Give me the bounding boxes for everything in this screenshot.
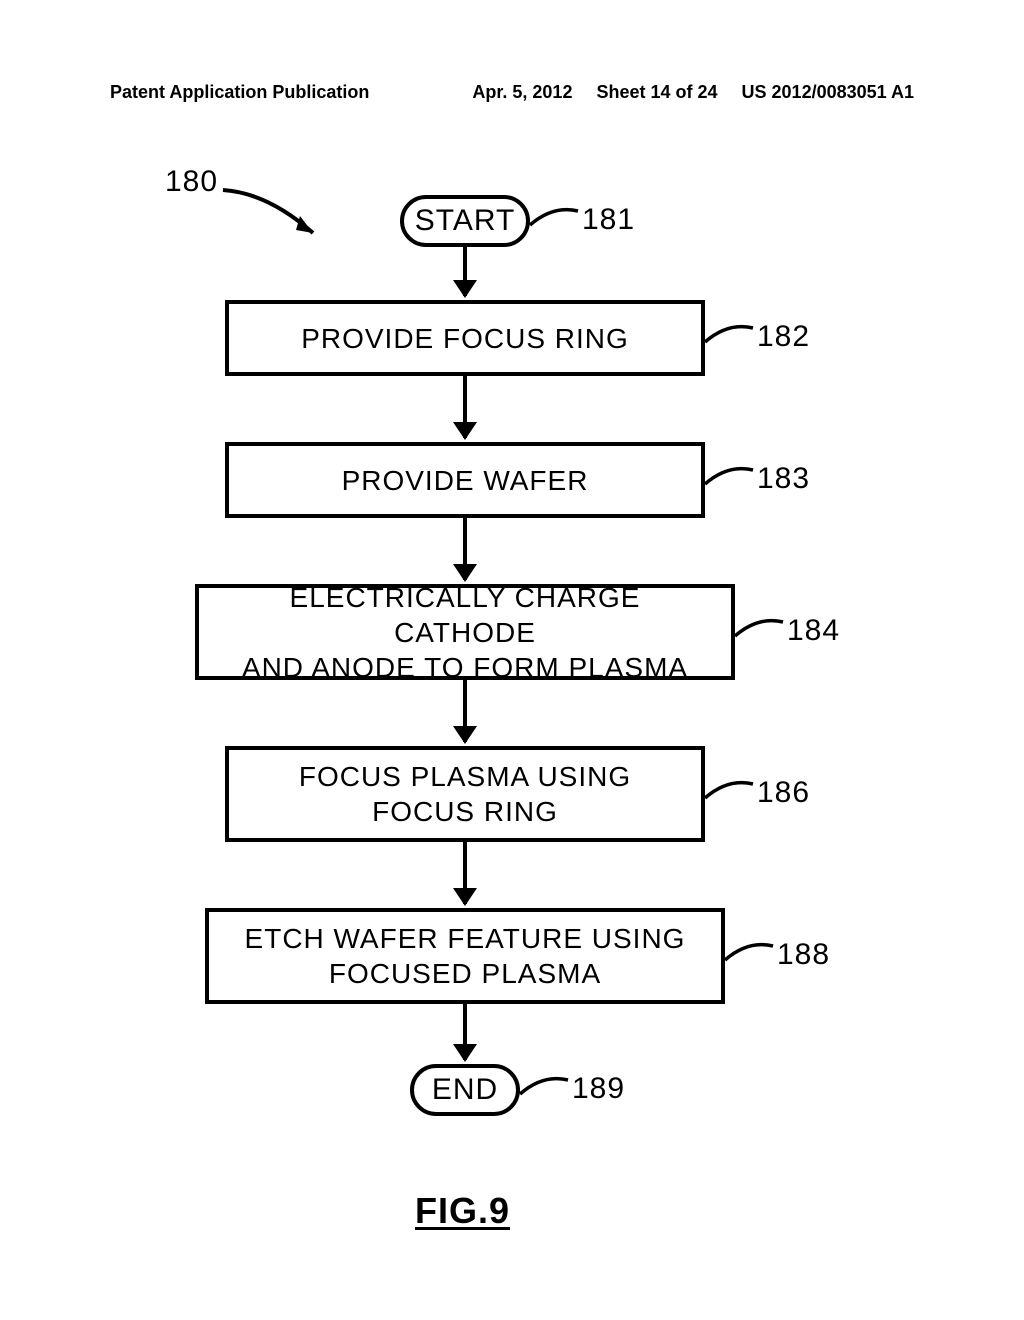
ref-label-189: 189: [572, 1072, 625, 1106]
ref-label-188: 188: [777, 938, 830, 972]
header-left: Patent Application Publication: [110, 82, 369, 103]
flowchart-node-n183: PROVIDE WAFER: [225, 442, 705, 518]
flow-arrow-2: [463, 518, 467, 580]
flowchart-node-n188: ETCH WAFER FEATURE USINGFOCUSED PLASMA: [205, 908, 725, 1004]
header-date: Apr. 5, 2012: [472, 82, 572, 103]
ref-label-182: 182: [757, 320, 810, 354]
ref-label-183: 183: [757, 462, 810, 496]
flow-arrow-1: [463, 376, 467, 438]
flowchart-node-start: START: [400, 195, 530, 247]
flowchart-container: 180 START 181 PROVIDE FOCUS RING 182 PROVIDE …: [130, 150, 890, 1150]
header-pubnum: US 2012/0083051 A1: [742, 82, 914, 103]
ref-connector-181: [528, 203, 584, 244]
flowchart-node-end: END: [410, 1064, 520, 1116]
flow-arrow-4: [463, 842, 467, 904]
flow-arrow-0: [463, 247, 467, 296]
ref-connector-189: [518, 1072, 574, 1113]
ref-connector-182: [703, 320, 759, 361]
flowchart-node-n186: FOCUS PLASMA USINGFOCUS RING: [225, 746, 705, 842]
main-ref-arrow: [218, 178, 348, 263]
ref-label-186: 186: [757, 776, 810, 810]
flowchart-node-n184: ELECTRICALLY CHARGE CATHODEAND ANODE TO …: [195, 584, 735, 680]
ref-connector-188: [723, 938, 779, 979]
ref-label-181: 181: [582, 203, 635, 237]
flow-arrow-3: [463, 680, 467, 742]
flowchart-node-n182: PROVIDE FOCUS RING: [225, 300, 705, 376]
page-header: Patent Application Publication Apr. 5, 2…: [0, 82, 1024, 103]
figure-label: FIG.9: [415, 1190, 510, 1232]
ref-label-184: 184: [787, 614, 840, 648]
ref-connector-186: [703, 776, 759, 817]
flow-arrow-5: [463, 1004, 467, 1060]
main-ref-label: 180: [165, 165, 218, 199]
ref-connector-183: [703, 462, 759, 503]
ref-connector-184: [733, 614, 789, 655]
header-sheet: Sheet 14 of 24: [596, 82, 717, 103]
